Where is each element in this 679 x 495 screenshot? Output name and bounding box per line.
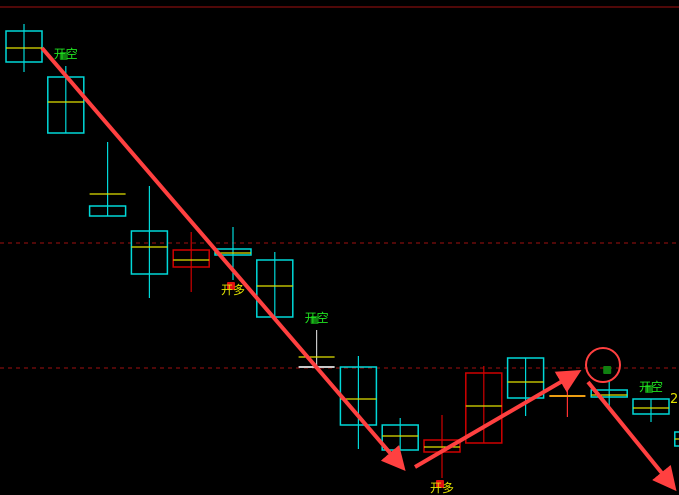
signal-label: 开多 — [221, 283, 245, 297]
candle-body — [130, 230, 169, 275]
candle-body — [5, 30, 43, 63]
candle-body — [88, 205, 127, 217]
candle-body — [590, 389, 628, 398]
signal-label: 开空 — [305, 311, 329, 325]
signal-label: 开空 — [54, 47, 78, 61]
candle-body — [632, 398, 670, 415]
annotation-arrow — [40, 46, 406, 472]
annotation-circle — [585, 347, 621, 383]
signal-label: 开空 — [639, 380, 663, 394]
signal-marker-icon — [436, 480, 444, 488]
signal-marker-icon — [603, 366, 612, 374]
signal-marker-icon — [59, 52, 68, 60]
candle-body — [465, 372, 503, 444]
annotation-arrow — [413, 369, 582, 469]
signal-marker-icon — [227, 282, 235, 290]
candle-body — [172, 249, 210, 268]
annotation-arrow — [586, 380, 677, 492]
edge-price-label: 2 — [670, 392, 679, 407]
signal-marker-icon — [310, 316, 319, 324]
signal-marker-icon — [645, 385, 653, 393]
candle-body — [506, 357, 545, 399]
signal-label: 开多 — [430, 481, 454, 495]
